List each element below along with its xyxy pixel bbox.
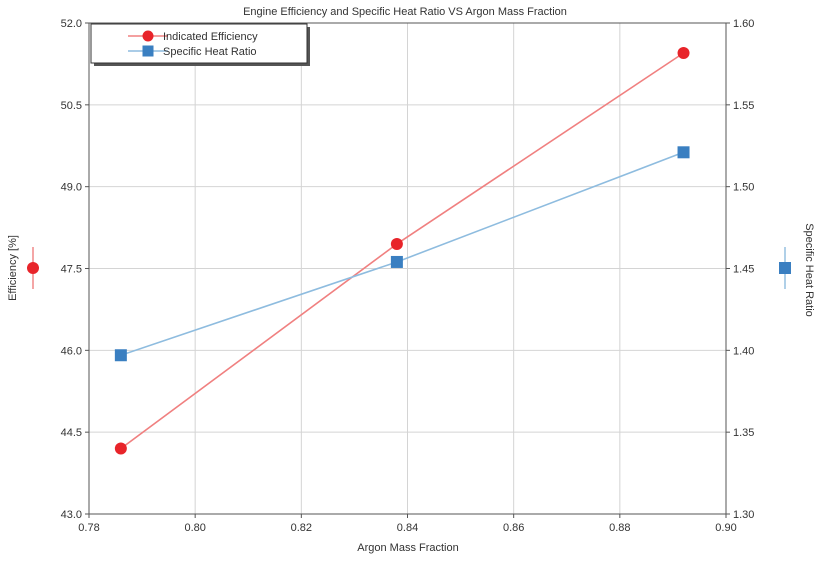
legend-marker bbox=[142, 45, 154, 57]
x-tick-label: 0.82 bbox=[291, 522, 312, 534]
y-tick-label-right: 1.45 bbox=[733, 264, 754, 276]
y-tick-label-right: 1.55 bbox=[733, 100, 754, 112]
legend-label: Indicated Efficiency bbox=[163, 31, 258, 43]
x-tick-label: 0.80 bbox=[184, 522, 205, 534]
data-point bbox=[677, 146, 690, 159]
y-tick-label-left: 47.5 bbox=[61, 264, 82, 276]
x-tick-label: 0.86 bbox=[503, 522, 524, 534]
y-tick-label-right: 1.60 bbox=[733, 18, 754, 30]
y-axis-label-right: Specific Heat Ratio bbox=[803, 223, 815, 317]
data-point bbox=[114, 442, 127, 455]
legend-label: Specific Heat Ratio bbox=[163, 46, 257, 58]
y-tick-label-right: 1.35 bbox=[733, 427, 754, 439]
series-line bbox=[120, 52, 684, 450]
grid bbox=[89, 23, 726, 514]
x-ticks: 0.78 0.80 0.82 0.84 0.86 0.88 0.90 bbox=[78, 514, 737, 534]
x-tick-label: 0.88 bbox=[609, 522, 630, 534]
y-tick-label-right: 1.40 bbox=[733, 345, 754, 357]
legend: Indicated Efficiency Specific Heat Ratio bbox=[90, 23, 310, 66]
y-tick-label-left: 43.0 bbox=[61, 509, 82, 521]
axis-series-markers bbox=[27, 247, 791, 289]
y-tick-label-left: 50.5 bbox=[61, 100, 82, 112]
y-axis-label-left: Efficiency [%] bbox=[7, 235, 19, 301]
chart-title: Engine Efficiency and Specific Heat Rati… bbox=[243, 6, 567, 18]
series-layer bbox=[114, 47, 690, 455]
series-line bbox=[120, 151, 684, 357]
x-axis-label: Argon Mass Fraction bbox=[357, 542, 458, 554]
legend-box bbox=[90, 23, 308, 64]
data-point bbox=[390, 255, 403, 268]
data-point bbox=[677, 47, 690, 60]
y-ticks-right: 1.30 1.35 1.40 1.45 1.50 1.55 1.60 bbox=[726, 18, 754, 521]
y-tick-label-right: 1.30 bbox=[733, 509, 754, 521]
x-tick-label: 0.84 bbox=[397, 522, 418, 534]
data-point bbox=[390, 237, 403, 250]
left-axis-series-marker bbox=[27, 262, 39, 274]
y-tick-label-right: 1.50 bbox=[733, 182, 754, 194]
x-tick-label: 0.78 bbox=[78, 522, 99, 534]
legend-marker bbox=[142, 30, 154, 42]
y-ticks-left: 43.0 44.5 46.0 47.5 49.0 50.5 52.0 bbox=[61, 18, 89, 521]
x-tick-label: 0.90 bbox=[715, 522, 736, 534]
data-point bbox=[114, 349, 127, 362]
y-tick-label-left: 46.0 bbox=[61, 345, 82, 357]
y-tick-label-left: 52.0 bbox=[61, 18, 82, 30]
y-tick-label-left: 49.0 bbox=[61, 182, 82, 194]
right-axis-series-marker bbox=[779, 262, 791, 274]
y-tick-label-left: 44.5 bbox=[61, 427, 82, 439]
